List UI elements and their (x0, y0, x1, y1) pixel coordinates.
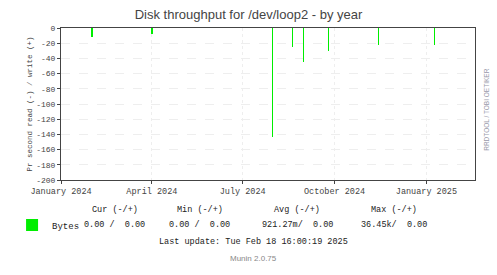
svg-text:0.00 / 0.00: 0.00 / 0.00 (169, 220, 230, 230)
svg-text:July 2024: July 2024 (220, 187, 266, 197)
svg-text:Munin 2.0.75: Munin 2.0.75 (230, 254, 277, 263)
svg-text:-40: -40 (41, 54, 56, 63)
svg-text:Bytes: Bytes (52, 222, 79, 232)
svg-text:Min (-/+): Min (-/+) (177, 205, 223, 215)
svg-text:RRDTOOL / TOBI OETIKER: RRDTOOL / TOBI OETIKER (483, 68, 490, 150)
svg-text:Disk throughput for /dev/loop2: Disk throughput for /dev/loop2 - by year (135, 7, 363, 22)
svg-text:-80: -80 (41, 85, 56, 94)
svg-text:-200: -200 (36, 176, 55, 185)
svg-text:-140: -140 (36, 130, 55, 139)
svg-text:Avg (-/+): Avg (-/+) (274, 205, 320, 215)
svg-text:-160: -160 (36, 145, 55, 154)
svg-text:January 2024: January 2024 (30, 187, 91, 197)
svg-text:October 2024: October 2024 (304, 187, 365, 197)
svg-text:921.27m/ 0.00: 921.27m/ 0.00 (262, 220, 333, 230)
svg-text:-20: -20 (41, 39, 56, 48)
svg-text:Pr second read (-) / write (+): Pr second read (-) / write (+) (26, 36, 34, 171)
svg-text:0: 0 (51, 24, 56, 33)
svg-text:Max (-/+): Max (-/+) (371, 205, 417, 215)
svg-text:Last update: Tue Feb 18 16:00:: Last update: Tue Feb 18 16:00:19 2025 (159, 237, 348, 247)
svg-text:-180: -180 (36, 161, 55, 170)
svg-text:-120: -120 (36, 115, 55, 124)
svg-text:January 2025: January 2025 (396, 187, 457, 197)
svg-text:0.00 / 0.00: 0.00 / 0.00 (84, 220, 145, 230)
svg-text:-100: -100 (36, 100, 55, 109)
svg-text:-60: -60 (41, 69, 56, 78)
svg-text:36.45k/ 0.00: 36.45k/ 0.00 (361, 220, 427, 230)
svg-text:April 2024: April 2024 (126, 187, 177, 197)
svg-text:Cur (-/+): Cur (-/+) (92, 205, 138, 215)
